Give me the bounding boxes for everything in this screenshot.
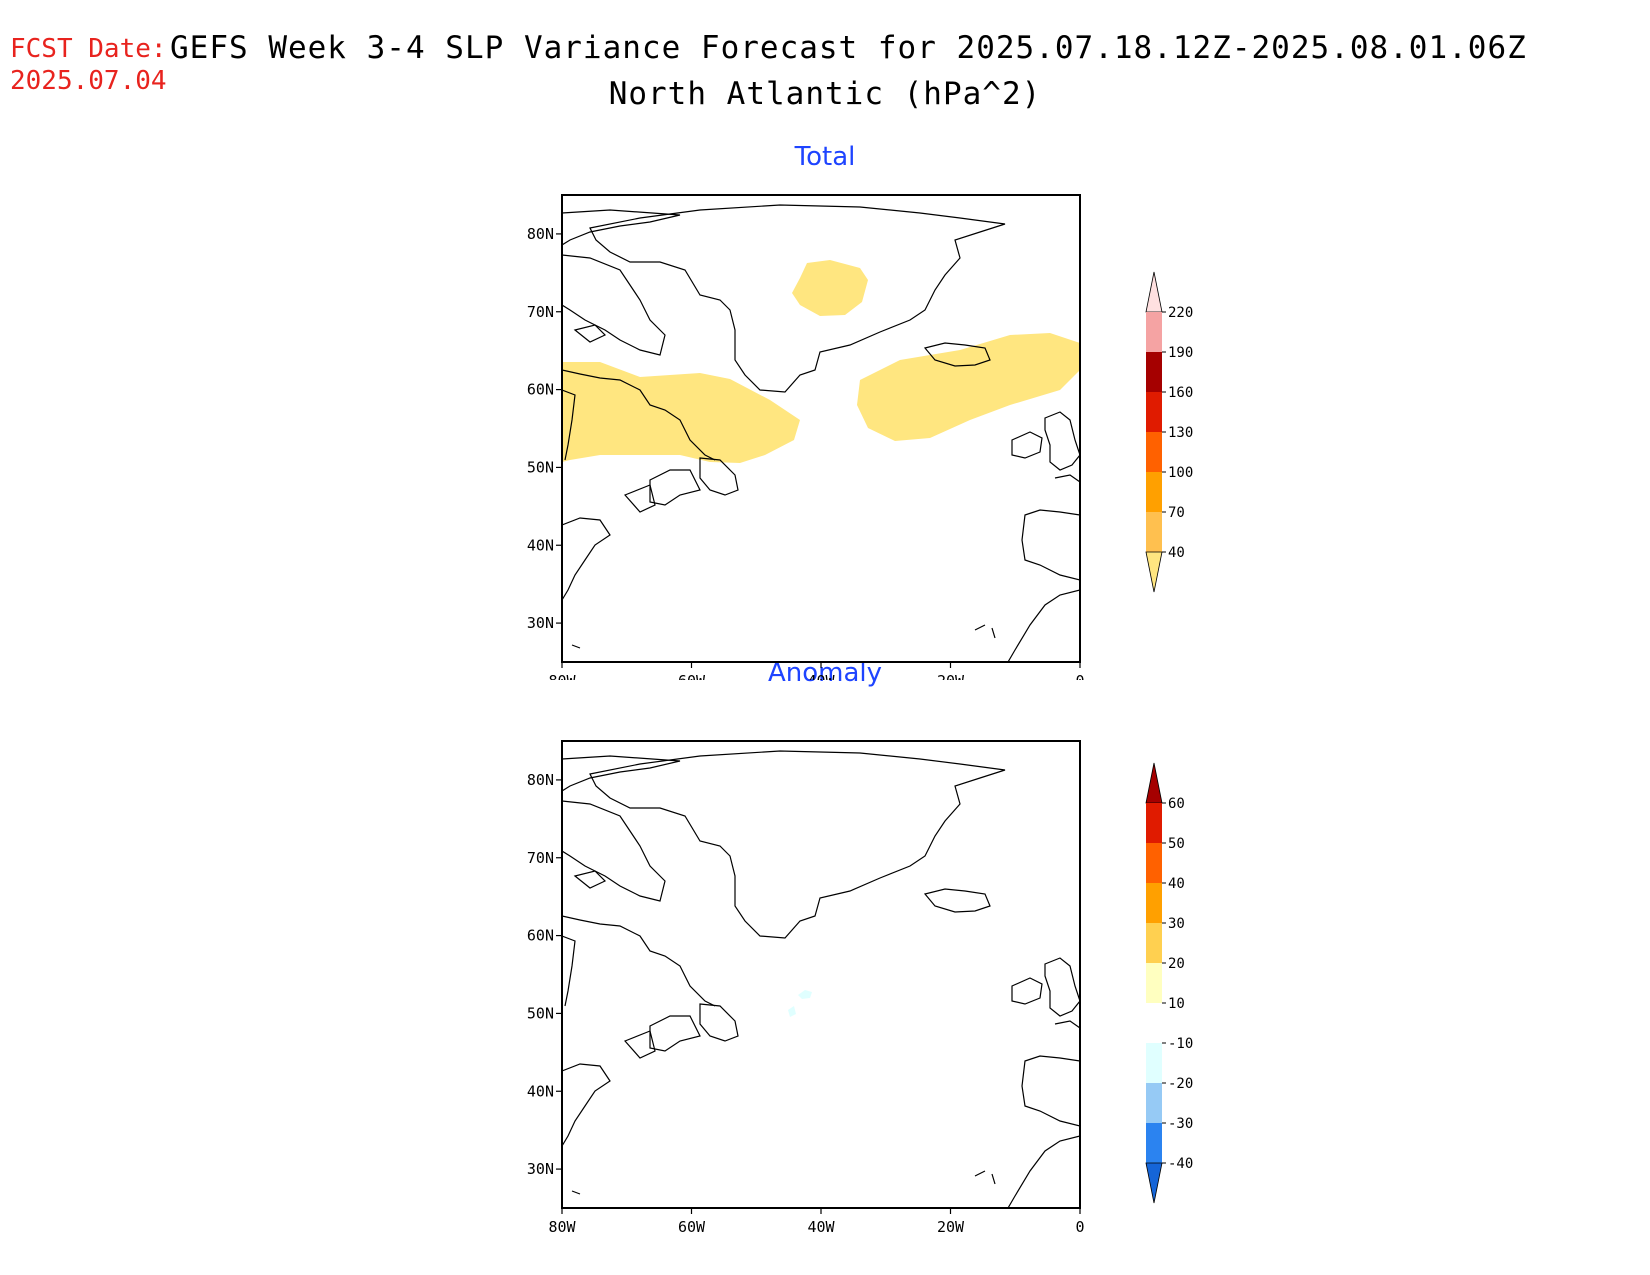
colorbar-segment [1146,312,1162,352]
coastlines-total [562,204,1080,662]
colorbar-segment [1146,1123,1162,1163]
colorbar-segment [1146,963,1162,1003]
lat-tick-label: 60N [527,927,554,945]
colorbar-label: 40 [1168,876,1185,892]
lon-tick-label: 20W [937,672,965,680]
shade-greenland [792,260,868,316]
lon-tick-label: 60W [678,672,706,680]
shade-labrador [562,362,800,463]
lat-tick-label: 50N [527,458,554,476]
shade-iceland-uk [857,333,1080,441]
colorbar-cap-top [1145,271,1163,313]
lon-tick-label: 60W [678,1218,706,1235]
colorbar-segment [1146,1043,1162,1083]
colorbar-segment [1146,392,1162,432]
lat-tick-label: 80N [527,771,554,789]
colorbar-segment [1146,923,1162,963]
colorbar-label: 130 [1168,425,1193,441]
lon-tick-label: 0 [1075,672,1084,680]
fcst-date-value: 2025.07.04 [10,66,167,96]
colorbar-label: -10 [1168,1036,1193,1052]
lon-tick-label: 20W [937,1218,965,1235]
colorbar-label: -30 [1168,1116,1193,1132]
colorbar-segment [1146,1083,1162,1123]
colorbar-segment [1146,843,1162,883]
colorbar-label: -20 [1168,1076,1193,1092]
main-title: GEFS Week 3-4 SLP Variance Forecast for … [170,30,1527,66]
lon-tick-label: 0 [1075,1218,1084,1235]
lat-tick-label: 30N [527,614,554,632]
lat-tick-label: 70N [527,303,554,321]
lat-tick-label: 40N [527,536,554,554]
colorbar-segment [1146,472,1162,512]
total-panel-title: Total [794,142,856,172]
colorbar-label: 70 [1168,505,1185,521]
lat-tick-label: 70N [527,849,554,867]
lon-tick-label: 80W [548,1218,576,1235]
colorbar-label: 10 [1168,996,1185,1012]
shade-anomaly-patch [788,990,812,1017]
colorbar-segment [1146,432,1162,472]
colorbar-cap-top [1145,762,1163,804]
lat-tick-label: 40N [527,1082,554,1100]
lat-tick-label: 50N [527,1004,554,1022]
anomaly-map: 80W 60W 40W 20W 0 80N 70N 60N 50N 40N 30N [527,740,1085,1235]
colorbar-label: 220 [1168,305,1193,321]
colorbar-segment [1146,883,1162,923]
colorbar-segment [1146,1003,1162,1043]
colorbar-label: -40 [1168,1156,1193,1172]
colorbar-cap-bottom [1145,551,1163,593]
total-colorbar: 40 70 100 130 160 190 220 [1145,271,1193,593]
lon-tick-label: 80W [548,672,576,680]
lon-tick-label: 40W [807,1218,835,1235]
colorbar-label: 60 [1168,796,1185,812]
colorbar-label: 30 [1168,916,1185,932]
lat-tick-label: 80N [527,225,554,243]
fcst-date-label: FCST Date: [10,34,167,64]
coastlines-anomaly [562,750,1080,1208]
anomaly-colorbar: -40 -30 -20 -10 10 20 30 40 50 60 [1145,762,1193,1204]
colorbar-label: 160 [1168,385,1193,401]
sub-title: North Atlantic (hPa^2) [608,76,1042,112]
total-axis-ticks: 80W 60W 40W 20W 0 80N 70N 60N 50N 40N 30N [527,225,1085,680]
colorbar-segment [1146,352,1162,392]
lat-tick-label: 60N [527,381,554,399]
colorbar-segment [1146,803,1162,843]
colorbar-label: 40 [1168,545,1185,561]
colorbar-cap-bottom [1145,1162,1163,1204]
lon-tick-label: 40W [807,672,835,680]
colorbar-label: 50 [1168,836,1185,852]
anomaly-axis-ticks: 80W 60W 40W 20W 0 80N 70N 60N 50N 40N 30N [527,771,1085,1235]
colorbar-segment [1146,512,1162,552]
lat-tick-label: 30N [527,1160,554,1178]
colorbar-label: 100 [1168,465,1193,481]
colorbar-label: 190 [1168,345,1193,361]
total-map: 80W 60W 40W 20W 0 80N 70N 60N 50N 40N 30N [527,194,1085,680]
colorbar-label: 20 [1168,956,1185,972]
